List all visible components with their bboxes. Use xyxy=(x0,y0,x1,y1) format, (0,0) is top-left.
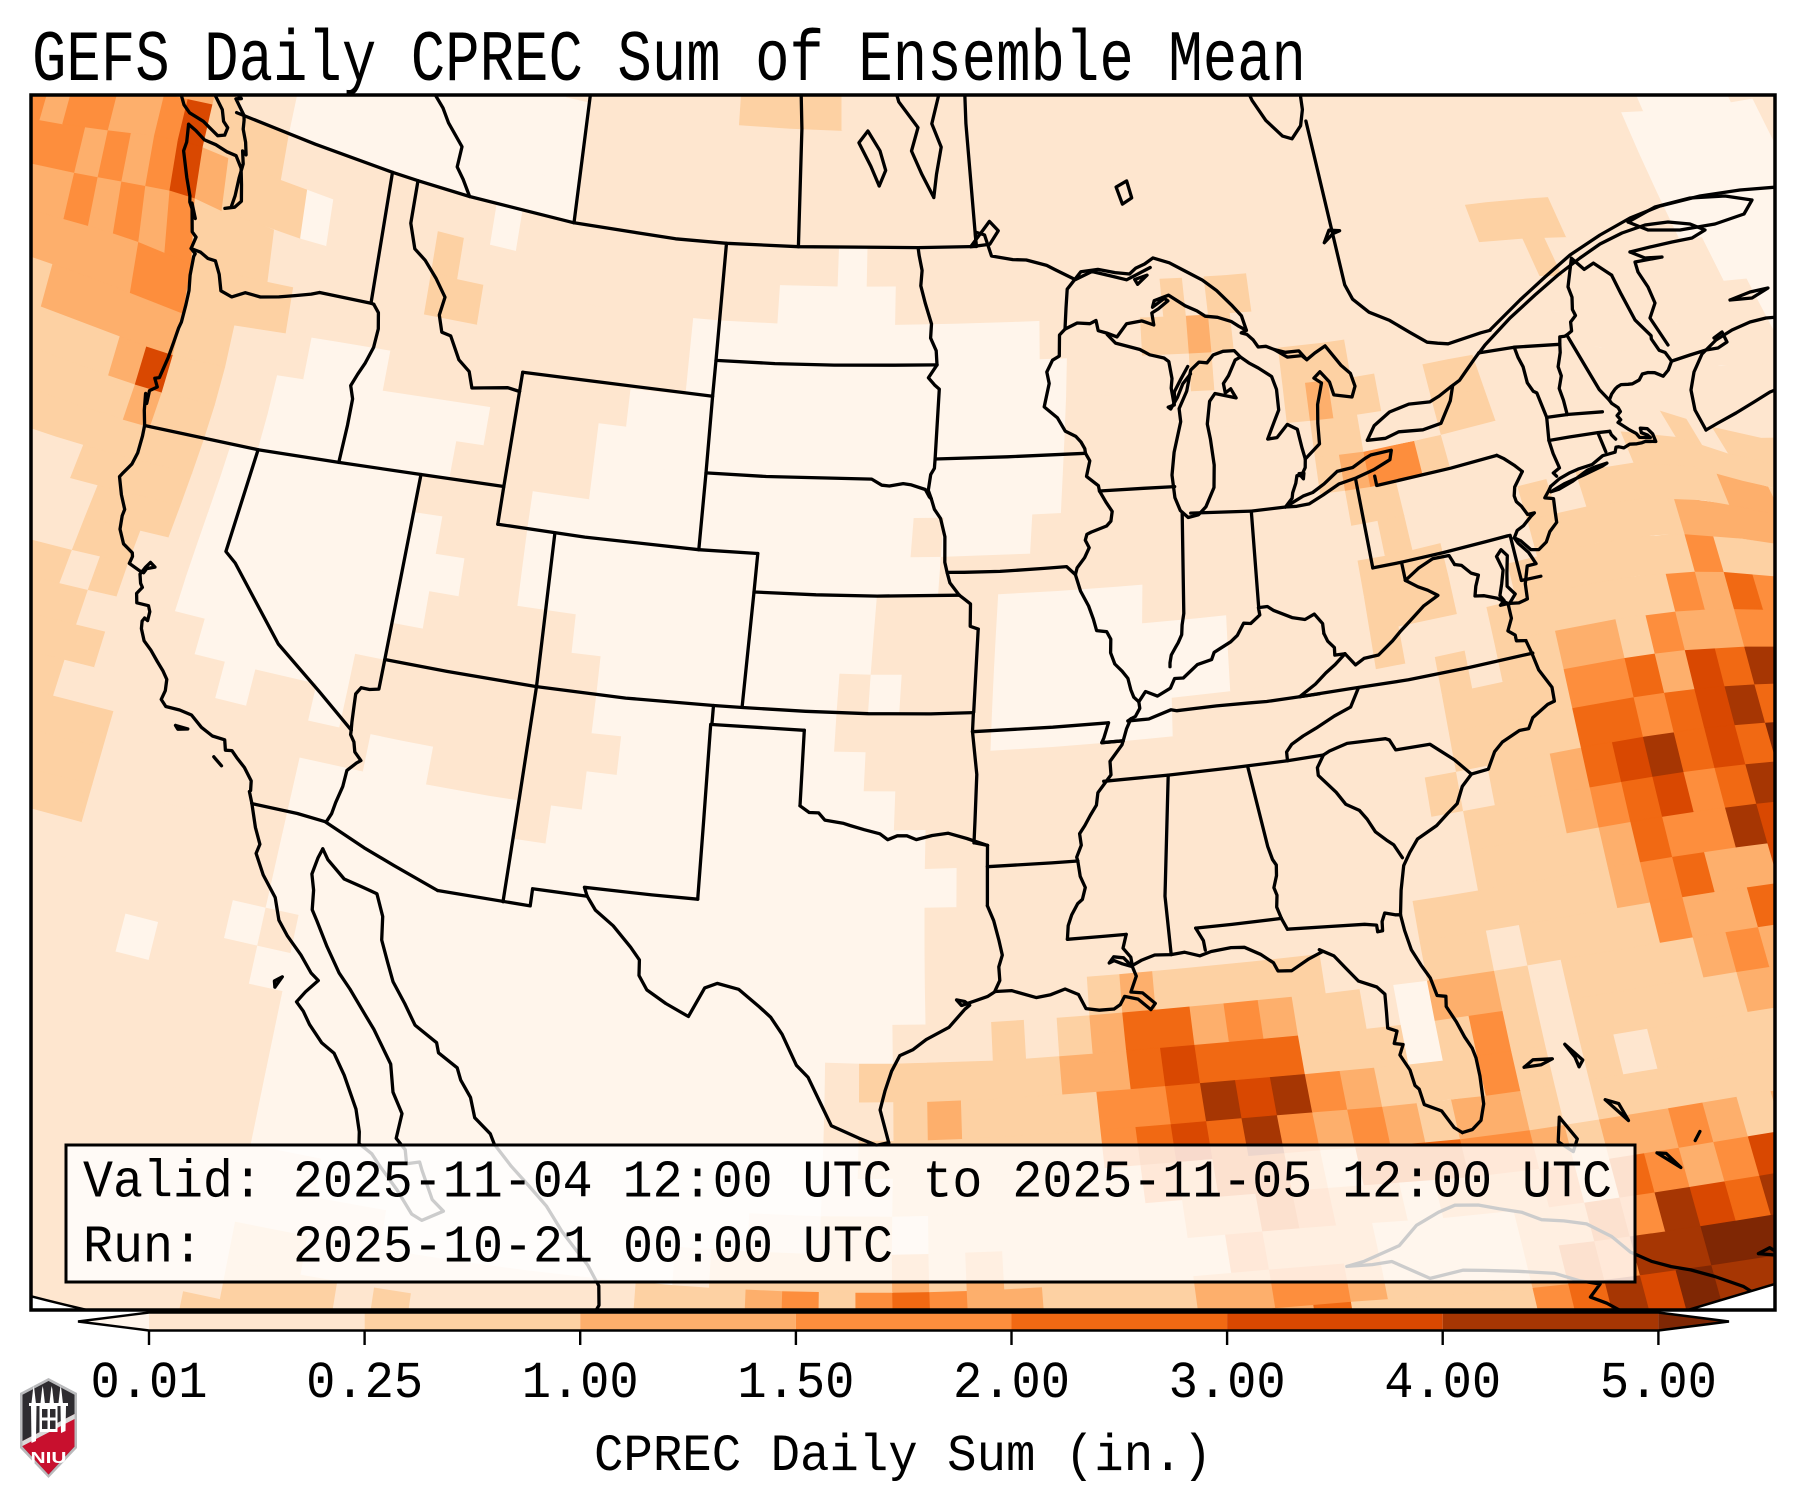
svg-text:4.00: 4.00 xyxy=(1384,1354,1501,1413)
svg-text:3.00: 3.00 xyxy=(1169,1354,1286,1413)
svg-text:0.25: 0.25 xyxy=(306,1354,423,1413)
svg-text:2.00: 2.00 xyxy=(953,1354,1070,1413)
svg-text:NIU: NIU xyxy=(31,1450,67,1467)
svg-text:GEFS Daily CPREC Sum of Ensemb: GEFS Daily CPREC Sum of Ensemble Mean xyxy=(32,20,1306,102)
svg-text:1.00: 1.00 xyxy=(522,1354,639,1413)
svg-text:0.01: 0.01 xyxy=(91,1354,208,1413)
svg-text:CPREC Daily Sum (in.): CPREC Daily Sum (in.) xyxy=(594,1427,1212,1486)
svg-text:Run: 2025-10-21 00:00 UTC: Run: 2025-10-21 00:00 UTC xyxy=(83,1218,893,1278)
svg-text:5.00: 5.00 xyxy=(1600,1354,1717,1413)
svg-text:Valid: 2025-11-04 12:00 UTC to: Valid: 2025-11-04 12:00 UTC to 2025-11-0… xyxy=(83,1153,1612,1213)
svg-text:1.50: 1.50 xyxy=(737,1354,854,1413)
